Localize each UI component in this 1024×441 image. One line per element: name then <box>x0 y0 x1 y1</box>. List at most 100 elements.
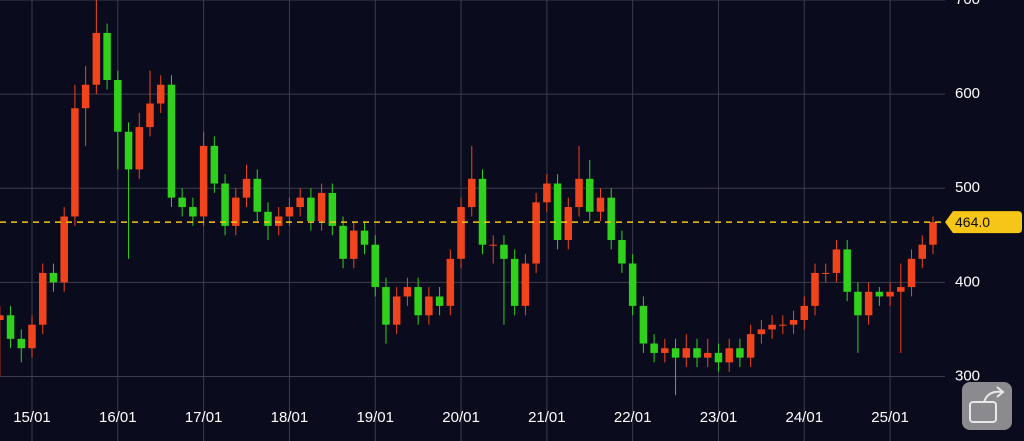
candle-body <box>714 352 723 363</box>
candle-body <box>307 197 315 222</box>
candle-body <box>103 32 111 80</box>
candle-body <box>210 145 219 184</box>
candle-body <box>854 291 862 316</box>
candle-body <box>178 197 186 208</box>
candle-body <box>0 315 4 320</box>
candle-body <box>124 131 133 170</box>
candle-body <box>156 84 165 104</box>
candle-body <box>435 296 444 306</box>
candle-body <box>864 291 873 316</box>
candle-body <box>38 272 47 325</box>
candle-body <box>811 272 819 306</box>
candle-body <box>360 230 369 245</box>
y-tick-label: 500 <box>955 179 980 196</box>
candle-body <box>457 207 465 259</box>
candle-body <box>317 192 326 222</box>
candle-body <box>28 324 36 349</box>
candle-body <box>81 84 90 109</box>
chart-toggle[interactable] <box>962 382 1012 430</box>
candle-body <box>285 207 294 217</box>
candle-body <box>264 211 272 226</box>
candle-body <box>468 178 476 208</box>
candle-body <box>521 263 530 306</box>
candle-body <box>167 84 176 198</box>
candle-body <box>736 348 744 358</box>
price-tag <box>945 211 1022 234</box>
candle-body <box>532 202 540 264</box>
candle-body <box>821 272 830 274</box>
x-tick-label: 21/01 <box>528 409 566 426</box>
candle-body <box>189 207 197 217</box>
candle-body <box>564 207 573 240</box>
candle-body <box>339 225 347 259</box>
candle-body <box>661 348 669 353</box>
toggle-arrow <box>983 386 1005 403</box>
x-tick-label: 20/01 <box>442 409 480 426</box>
candle-body <box>92 32 101 85</box>
candle-body <box>199 145 208 217</box>
y-tick-label: 600 <box>955 85 980 102</box>
candle-body <box>510 258 519 306</box>
candle-body <box>425 296 433 316</box>
candle-body <box>725 348 733 363</box>
candle-body <box>757 329 766 335</box>
candle-body <box>918 244 927 259</box>
x-tick-label: 15/01 <box>13 409 51 426</box>
candle-body <box>253 178 262 212</box>
candle-body <box>371 244 379 288</box>
candle-body <box>875 291 884 297</box>
candle-body <box>607 197 615 240</box>
x-tick-label: 16/01 <box>99 409 137 426</box>
x-tick-label: 23/01 <box>700 409 738 426</box>
candle-body <box>618 240 626 264</box>
candle-body <box>575 178 583 208</box>
candle-body <box>328 192 337 226</box>
y-tick-label: 700 <box>955 0 980 8</box>
x-tick-label: 25/01 <box>871 409 909 426</box>
x-tick-label: 22/01 <box>614 409 652 426</box>
candle-body <box>639 305 648 344</box>
candle-body <box>832 249 841 273</box>
candle-body <box>414 287 422 316</box>
candle-body <box>478 178 487 245</box>
candle-body <box>135 127 144 170</box>
candle-body <box>586 178 594 212</box>
candle-body <box>392 296 401 325</box>
candle-body <box>146 103 154 128</box>
candle-body <box>703 352 712 358</box>
candle-body <box>242 178 251 198</box>
candle-body <box>446 258 455 306</box>
candle-body <box>800 305 809 320</box>
x-tick-label: 18/01 <box>271 409 309 426</box>
y-tick-label: 400 <box>955 273 980 290</box>
candle-body <box>693 348 701 358</box>
candle-body <box>671 348 680 358</box>
candle-body <box>897 287 905 292</box>
candle-body <box>17 338 26 349</box>
candle-body <box>682 348 691 358</box>
x-tick-label: 19/01 <box>356 409 394 426</box>
x-tick-label: 24/01 <box>786 409 824 426</box>
candle-body <box>350 230 358 259</box>
y-tick-label: 300 <box>955 367 980 384</box>
candle-body <box>543 183 551 203</box>
price-tag-label: 464.0 <box>955 214 990 230</box>
candle-body <box>403 287 412 297</box>
candle-body <box>221 183 229 226</box>
candle-body <box>907 258 916 288</box>
candle-body <box>6 315 15 339</box>
candle-body <box>274 216 283 226</box>
x-tick-label: 17/01 <box>185 409 223 426</box>
candle-body <box>768 324 776 330</box>
candle-body <box>843 249 851 292</box>
candle-body <box>628 263 637 306</box>
candle-body <box>232 197 240 226</box>
candle-body <box>296 197 304 208</box>
candle-body <box>60 216 68 283</box>
candle-body <box>650 343 658 353</box>
candle-body <box>114 80 122 132</box>
candle-body <box>929 222 937 245</box>
candle-body <box>886 291 894 297</box>
